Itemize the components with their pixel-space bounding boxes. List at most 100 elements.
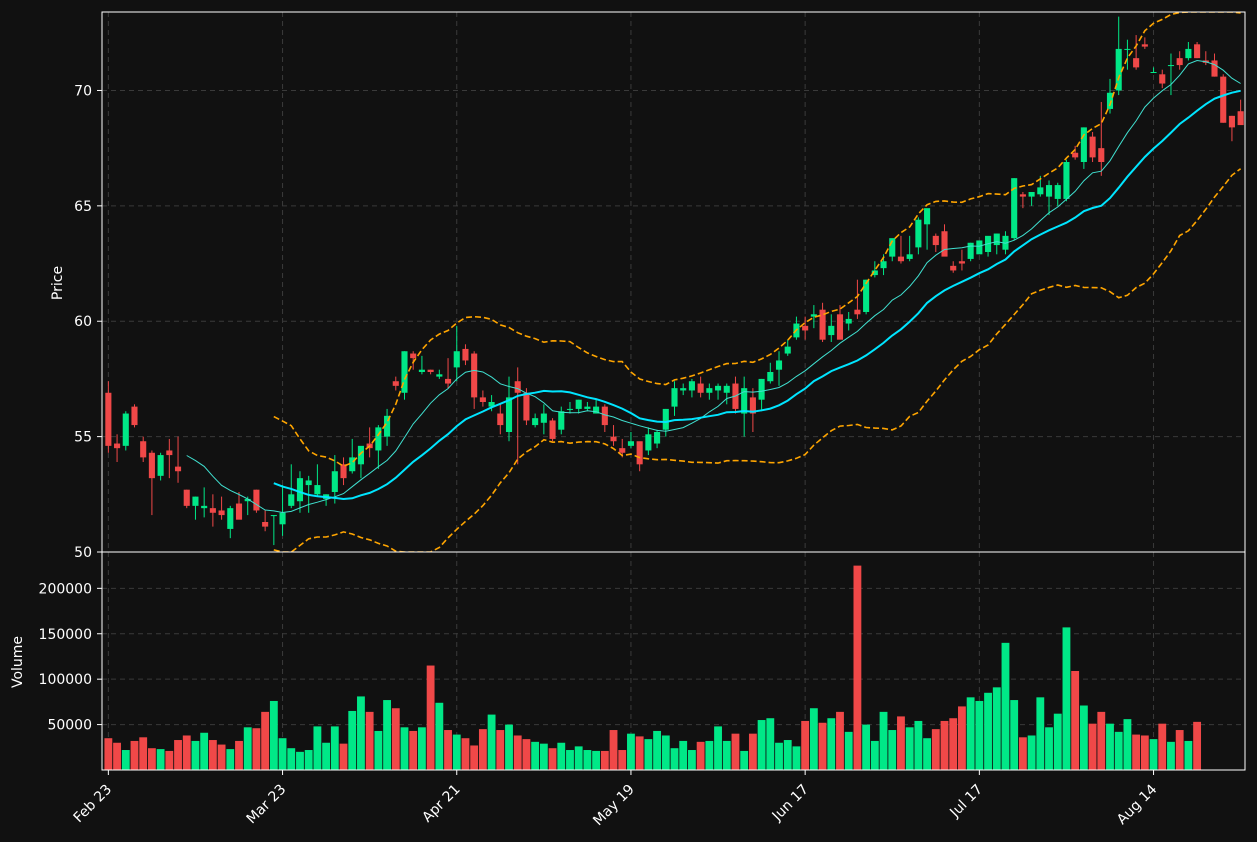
volume-tick-label: 50000 bbox=[47, 718, 92, 734]
candle-body bbox=[958, 261, 965, 264]
candle-body bbox=[593, 406, 600, 414]
volume-bar bbox=[775, 742, 783, 770]
volume-bar bbox=[940, 720, 949, 770]
volume-bar bbox=[217, 744, 226, 770]
volume-bar bbox=[766, 718, 775, 770]
volume-bar bbox=[966, 697, 975, 770]
candle-body bbox=[1228, 115, 1235, 128]
volume-bar bbox=[113, 742, 121, 770]
volume-bar bbox=[235, 740, 243, 770]
candle-body bbox=[706, 388, 713, 393]
volume-bar bbox=[688, 750, 696, 770]
candle-body bbox=[1028, 192, 1035, 197]
volume-bar bbox=[478, 729, 487, 770]
volume-bar bbox=[191, 740, 200, 770]
volume-bar bbox=[1114, 731, 1123, 770]
candle-body bbox=[941, 231, 948, 257]
price-tick-label: 65 bbox=[74, 199, 92, 215]
volume-bar bbox=[897, 716, 905, 770]
candle-body bbox=[976, 240, 983, 255]
candle-body bbox=[514, 381, 521, 393]
volume-bar bbox=[374, 730, 383, 770]
volume-bar bbox=[592, 750, 601, 770]
candle-body bbox=[749, 397, 756, 414]
x-tick-label: Jun 17 bbox=[769, 782, 812, 825]
candle-body bbox=[253, 489, 260, 511]
candle-body bbox=[1098, 148, 1105, 162]
volume-bar bbox=[888, 730, 897, 770]
volume-bar bbox=[984, 692, 992, 770]
candle-body bbox=[296, 478, 304, 502]
candle-body bbox=[932, 235, 939, 246]
volume-bar bbox=[949, 718, 958, 770]
candle-body bbox=[924, 208, 931, 225]
volume-bar bbox=[801, 720, 810, 770]
candle-body bbox=[1159, 74, 1166, 84]
volume-bar bbox=[208, 740, 217, 770]
volume-bar bbox=[513, 735, 522, 770]
price-tick-label: 60 bbox=[74, 314, 92, 330]
candle-body bbox=[218, 510, 225, 516]
x-tick-label: Feb 23 bbox=[71, 782, 116, 827]
candle-body bbox=[1211, 60, 1218, 77]
candle-body bbox=[758, 378, 765, 400]
volume-bar bbox=[496, 730, 505, 770]
candle-body bbox=[401, 351, 408, 393]
candlesticks bbox=[105, 16, 1244, 546]
candle-body bbox=[1220, 76, 1227, 123]
volume-bar bbox=[583, 750, 592, 770]
volume-bar bbox=[269, 700, 278, 770]
volume-bar bbox=[574, 746, 583, 770]
candle-body bbox=[897, 256, 905, 262]
panel-frames bbox=[101, 11, 1246, 771]
candle-body bbox=[688, 381, 695, 391]
volume-bar bbox=[200, 732, 209, 770]
volume-bar bbox=[635, 736, 644, 770]
candle-body bbox=[305, 480, 312, 486]
volume-bar bbox=[130, 740, 139, 770]
candle-body bbox=[392, 381, 399, 386]
volume-bar bbox=[261, 711, 270, 770]
candle-body bbox=[1011, 178, 1018, 239]
candle-body bbox=[889, 238, 896, 257]
candle-body bbox=[584, 406, 591, 409]
volume-bar bbox=[1079, 705, 1088, 770]
candle-body bbox=[680, 388, 687, 391]
volume-bar bbox=[557, 742, 566, 770]
volume-bar bbox=[278, 738, 287, 770]
volume-bar bbox=[121, 750, 130, 770]
candle-body bbox=[1176, 58, 1183, 66]
volume-bar bbox=[470, 745, 479, 770]
candle-body bbox=[741, 388, 748, 414]
volume-bar bbox=[391, 708, 400, 770]
volume-tick-label: 150000 bbox=[39, 627, 92, 643]
candle-body bbox=[863, 279, 870, 312]
candle-body bbox=[523, 392, 530, 421]
candle-body bbox=[549, 420, 556, 439]
candle-body bbox=[619, 448, 626, 453]
candle-body bbox=[828, 325, 835, 336]
volume-bar bbox=[409, 730, 418, 770]
candle-body bbox=[723, 385, 730, 393]
x-tick-label: Aug 14 bbox=[1114, 781, 1160, 827]
volume-bar bbox=[426, 665, 435, 770]
volume-bar bbox=[809, 708, 818, 770]
volume-bar bbox=[505, 724, 513, 770]
candle-body bbox=[880, 261, 887, 269]
candle-body bbox=[645, 434, 652, 451]
candle-body bbox=[915, 219, 922, 248]
volume-bar bbox=[243, 727, 252, 770]
candle-body bbox=[331, 471, 338, 492]
volume-bar bbox=[461, 738, 470, 770]
volume-bars bbox=[104, 565, 1202, 770]
volume-bar bbox=[870, 740, 879, 770]
candle-body bbox=[566, 408, 574, 410]
volume-bar bbox=[661, 735, 670, 770]
volume-bar bbox=[339, 743, 348, 770]
volume-bar bbox=[1053, 713, 1062, 770]
volume-bar bbox=[1123, 719, 1132, 770]
candle-body bbox=[209, 508, 216, 513]
volume-bar bbox=[792, 746, 801, 770]
candle-body bbox=[288, 494, 295, 506]
